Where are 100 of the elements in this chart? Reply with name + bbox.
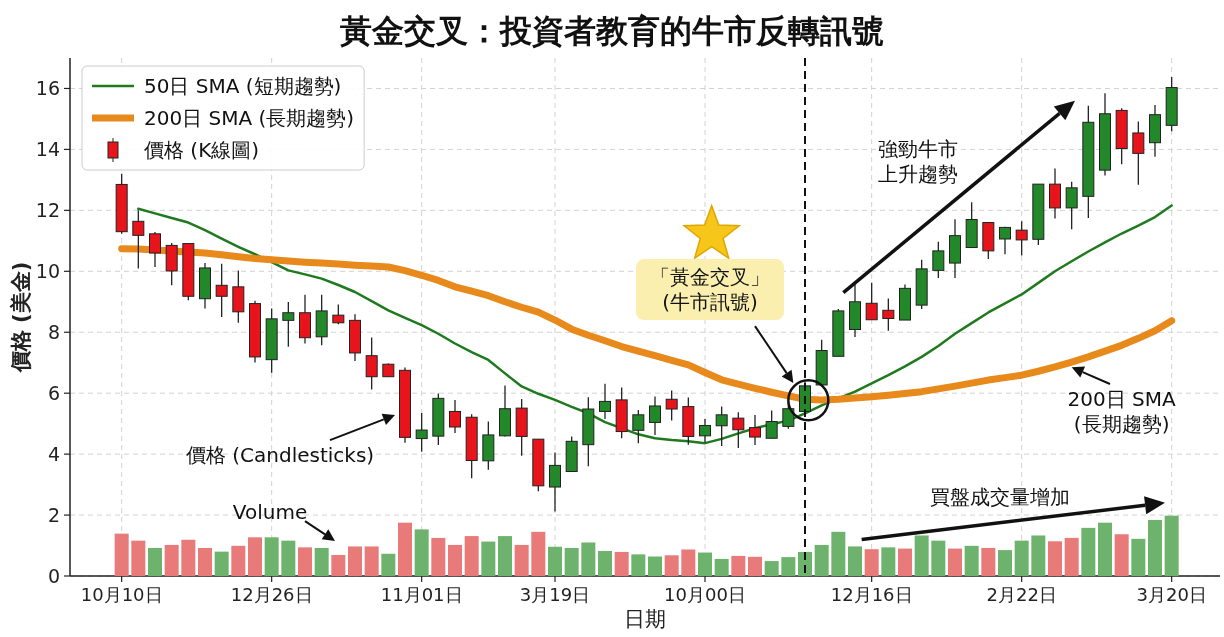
candlestick (649, 395, 661, 436)
bar (1098, 522, 1112, 576)
bar (414, 529, 429, 576)
candlestick (865, 282, 878, 321)
bar (814, 544, 829, 576)
chart-title: 黃金交叉：投資者教育的牛市反轉訊號 (340, 12, 884, 50)
bar (498, 536, 512, 576)
bar (514, 544, 529, 576)
annotation: 強勁牛市上升趨勢 (878, 137, 959, 187)
bar (398, 522, 412, 576)
y-tick-label: 0 (47, 565, 60, 587)
candlestick (132, 209, 145, 270)
y-tick-label: 2 (47, 504, 60, 527)
bar (464, 536, 479, 576)
annotation: 「黃金交叉」 (牛市訊號) (636, 259, 784, 321)
bar (198, 547, 212, 576)
bar (948, 548, 962, 576)
bar (681, 549, 696, 576)
annotation: Volume (232, 500, 308, 524)
bar (1014, 540, 1029, 576)
candlestick (1132, 120, 1145, 186)
candlestick (932, 241, 945, 279)
bar (381, 553, 396, 576)
bar (1131, 538, 1146, 576)
legend-label: 價格 (K線圖) (144, 138, 260, 162)
y-tick-label: 14 (35, 138, 60, 161)
bar (1148, 519, 1162, 576)
legend-label: 50日 SMA (短期趨勢) (144, 74, 342, 98)
candlestick (415, 412, 428, 453)
y-tick-label: 4 (47, 443, 60, 466)
bar (1064, 537, 1079, 576)
bar (1031, 535, 1046, 576)
bar (248, 537, 262, 576)
candlestick (449, 399, 461, 434)
y-tick-label: 12 (35, 199, 60, 222)
candlestick (749, 414, 761, 446)
bar (548, 546, 562, 576)
bar (764, 561, 779, 576)
bar (281, 540, 296, 576)
bar (181, 539, 196, 576)
bar (448, 544, 462, 576)
bar (314, 547, 329, 576)
bar (848, 546, 862, 576)
bar (564, 547, 579, 576)
bar (231, 545, 246, 576)
bar (714, 558, 729, 576)
bar (131, 540, 146, 576)
annotation: 買盤成交量增加 (930, 484, 1070, 509)
bar (264, 537, 279, 576)
y-tick-label: 8 (47, 321, 60, 344)
candlestick (765, 409, 778, 439)
bar (864, 549, 879, 576)
y-tick-label: 6 (47, 382, 60, 405)
legend-label: 200日 SMA (長期趨勢) (144, 106, 355, 130)
bar (1164, 515, 1179, 576)
x-tick-label: 11月01日 (380, 584, 463, 605)
bar (881, 547, 896, 576)
x-axis-title: 日期 (624, 607, 666, 631)
x-tick-label: 12月16日 (830, 584, 913, 605)
bar (1048, 541, 1062, 576)
x-tick-label: 12月26日 (230, 584, 313, 605)
y-tick-label: 16 (35, 77, 60, 100)
bar (348, 546, 362, 576)
bar (331, 554, 346, 576)
annotation: 200日 SMA (長期趨勢) (1067, 386, 1176, 436)
x-tick-label: 10月10日 (80, 584, 163, 605)
bar (798, 551, 812, 576)
bar (114, 533, 129, 576)
candlestick (599, 383, 611, 420)
bar (531, 531, 546, 576)
candlestick (549, 451, 561, 513)
candlestick (882, 297, 895, 332)
bar (781, 557, 796, 576)
bar (898, 548, 912, 576)
candlestick (365, 336, 378, 391)
annotation: 價格 (Candlesticks) (185, 443, 375, 468)
bar (298, 547, 312, 576)
bar (614, 551, 629, 576)
annotation: 「黃金交叉」 (牛市訊號) (650, 265, 770, 315)
x-tick-label: 2月22日 (986, 584, 1057, 605)
bar (581, 542, 596, 576)
candlestick (999, 226, 1011, 255)
bar (431, 537, 446, 576)
bar (998, 550, 1012, 576)
x-tick-label: 3月19日 (519, 584, 591, 605)
bar (364, 546, 379, 576)
bar (1114, 534, 1129, 576)
candlestick (1049, 167, 1061, 220)
y-axis-title: 價格 (美金) (9, 261, 33, 374)
bar (981, 547, 996, 576)
x-tick-label: 3月20日 (1136, 584, 1207, 605)
bar (481, 541, 496, 576)
candlestick (1065, 181, 1078, 230)
bar (214, 551, 229, 576)
bar (731, 555, 746, 576)
y-tick-label: 10 (35, 260, 60, 283)
bar (664, 555, 679, 576)
bar (648, 556, 662, 576)
bar (148, 547, 162, 576)
bar (1081, 527, 1096, 576)
